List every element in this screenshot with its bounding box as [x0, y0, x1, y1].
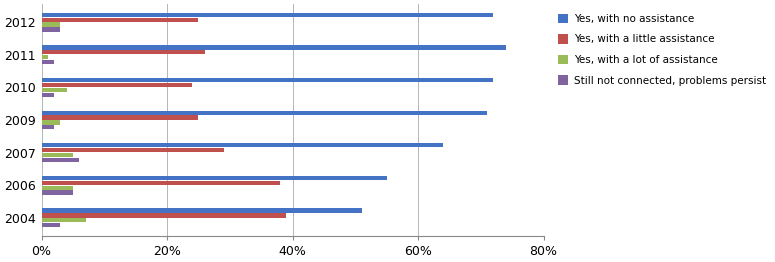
- Bar: [42, 60, 54, 64]
- Bar: [42, 78, 494, 82]
- Bar: [42, 208, 362, 213]
- Bar: [42, 13, 494, 17]
- Bar: [42, 116, 198, 120]
- Bar: [42, 45, 506, 50]
- Bar: [42, 158, 79, 162]
- Bar: [42, 50, 205, 54]
- Bar: [42, 55, 48, 59]
- Bar: [42, 143, 443, 148]
- Bar: [42, 223, 60, 227]
- Bar: [42, 18, 198, 22]
- Bar: [42, 181, 280, 185]
- Bar: [42, 27, 60, 32]
- Bar: [42, 190, 73, 195]
- Bar: [42, 176, 387, 180]
- Bar: [42, 213, 286, 217]
- Bar: [42, 92, 54, 97]
- Bar: [42, 120, 60, 124]
- Bar: [42, 88, 67, 92]
- Bar: [42, 185, 73, 190]
- Bar: [42, 148, 223, 152]
- Legend: Yes, with no assistance, Yes, with a little assistance, Yes, with a lot of assis: Yes, with no assistance, Yes, with a lit…: [554, 9, 770, 90]
- Bar: [42, 83, 192, 87]
- Bar: [42, 111, 487, 115]
- Bar: [42, 125, 54, 129]
- Bar: [42, 218, 85, 222]
- Bar: [42, 23, 60, 27]
- Bar: [42, 153, 73, 157]
